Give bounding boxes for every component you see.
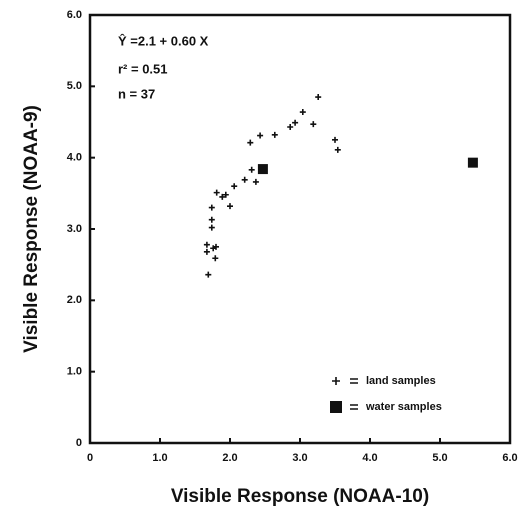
- land-point: [203, 241, 210, 248]
- land-point: [247, 139, 254, 146]
- x-tick-label: 6.0: [502, 452, 517, 464]
- land-point: [252, 178, 259, 185]
- land-point: [332, 136, 338, 143]
- land-point: [292, 119, 299, 126]
- land-point: [310, 121, 317, 128]
- water-point: [467, 157, 478, 168]
- y-tick-label: 4.0: [67, 152, 82, 164]
- land-point: [287, 123, 294, 130]
- land-point: [205, 271, 212, 278]
- land-point: [299, 109, 306, 116]
- land-point: [271, 131, 278, 138]
- land-point: [213, 243, 219, 250]
- legend-marker: [330, 401, 342, 413]
- land-point: [257, 132, 264, 139]
- legend-equals: [350, 404, 358, 410]
- x-tick-label: 4.0: [362, 452, 377, 464]
- land-point: [231, 183, 238, 190]
- plot-frame: [88, 13, 512, 445]
- land-point: [208, 224, 215, 231]
- land-point: [334, 146, 341, 153]
- water-point: [257, 164, 268, 175]
- x-tick-label: 3.0: [292, 452, 307, 464]
- y-axis-title: Visible Response (NOAA-9): [21, 105, 42, 353]
- land-point: [248, 166, 255, 173]
- x-tick-label: 5.0: [432, 452, 447, 464]
- legend-marker: [332, 377, 340, 385]
- legend-equals: [350, 378, 358, 384]
- land-point: [219, 193, 226, 200]
- land-point: [213, 189, 220, 196]
- land-point: [315, 94, 322, 101]
- x-tick-label: 2.0: [222, 452, 237, 464]
- land-point: [241, 176, 248, 183]
- land-point: [203, 248, 210, 255]
- x-tick-label: 1.0: [152, 452, 167, 464]
- sample-count: n = 37: [118, 86, 155, 101]
- land-point: [208, 204, 215, 211]
- x-tick-label: 0: [87, 452, 93, 464]
- land-point: [227, 203, 233, 210]
- land-point: [222, 191, 229, 198]
- legend-label: land samples: [366, 375, 436, 387]
- x-axis-title: Visible Response (NOAA-10): [171, 486, 429, 507]
- land-point: [208, 216, 215, 223]
- y-tick-label: 2.0: [67, 294, 82, 306]
- land-point: [212, 255, 219, 262]
- y-tick-label: 0: [76, 437, 82, 449]
- y-tick-label: 6.0: [67, 9, 82, 21]
- equation: Ŷ =2.1 + 0.60 X: [118, 33, 209, 48]
- y-tick-label: 3.0: [67, 223, 82, 235]
- y-tick-label: 1.0: [67, 366, 82, 378]
- y-tick-label: 5.0: [67, 80, 82, 92]
- r-squared: r² = 0.51: [118, 61, 168, 76]
- legend-label: water samples: [365, 401, 442, 413]
